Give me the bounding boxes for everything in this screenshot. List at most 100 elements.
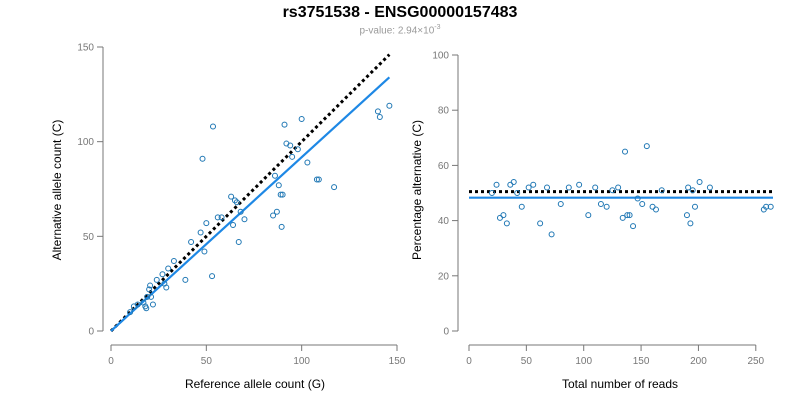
right-data-point [507,181,514,188]
left-data-point [146,286,153,293]
right-scatter-panel: 0 50 100 150 200 250 0 20 40 60 80 100 Total number… [410,51,774,391]
left-data-point [143,305,150,312]
left-data-point [386,102,393,109]
left-data-point [277,191,284,198]
left-data-point [289,153,296,160]
right-x-tick-label: 200 [690,356,707,367]
left-data-point [210,123,217,130]
left-data-point [170,257,177,264]
left-data-point [281,121,288,128]
right-y-tick-label: 0 [443,327,449,338]
left-data-point [149,301,156,308]
right-x-tick-label: 0 [466,356,472,367]
right-data-point [585,212,592,219]
left-data-point [233,199,240,206]
left-data-point [287,142,294,149]
right-data-point [592,184,599,191]
left-y-tick-label: 150 [77,43,94,54]
right-data-point [622,148,629,155]
left-points [127,102,393,316]
left-data-point [237,208,244,215]
left-data-point [331,184,338,191]
left-data-point [209,273,216,280]
left-data-point [201,248,208,255]
left-data-point [134,301,141,308]
left-data-point [163,284,170,291]
right-data-point [649,203,656,210]
left-data-point [235,239,242,246]
left-data-point [188,239,195,246]
right-data-point [696,178,703,185]
left-data-point [278,223,285,230]
right-data-point [687,220,694,227]
left-data-point [304,159,311,166]
right-data-point [496,214,503,221]
chart-subtitle: p-value: 2.94×10-3 [0,24,800,36]
right-data-point [767,203,774,210]
right-axes: 0 50 100 150 200 250 0 20 40 60 80 100 [432,51,764,368]
right-data-point [615,184,622,191]
right-y-tick-label: 20 [438,271,450,282]
left-data-point [294,146,301,153]
right-data-point [630,223,637,230]
left-x-tick-label: 150 [389,356,406,367]
right-y-tick-label: 60 [438,161,450,172]
right-data-point [603,203,610,210]
right-data-point [557,201,564,208]
right-y-tick-label: 100 [432,51,449,62]
right-data-point [503,220,510,227]
left-data-point [279,191,286,198]
chart-title: rs3751538 - ENSG00000157483 [282,4,518,21]
right-data-point [530,181,537,188]
left-y-tick-label: 50 [83,232,95,243]
right-x-tick-label: 100 [575,356,592,367]
left-data-point [271,172,278,179]
right-data-point [609,187,616,194]
right-y-tick-label: 40 [438,216,450,227]
left-data-point [182,276,189,283]
right-data-point [518,203,525,210]
right-data-point [544,184,551,191]
left-data-point [203,220,210,227]
right-data-point [500,212,507,219]
left-x-axis-label: Reference allele count (G) [185,377,325,391]
right-data-point [537,220,544,227]
right-data-point [619,214,626,221]
left-data-point [315,176,322,183]
left-data-point [127,309,134,316]
right-data-point [706,184,713,191]
right-data-point [683,212,690,219]
right-data-point [652,206,659,213]
left-reference-line [109,53,391,333]
left-data-point [197,229,204,236]
right-x-axis-label: Total number of reads [562,377,678,391]
right-data-point [510,178,517,185]
left-data-point [214,214,221,221]
left-lines [109,53,391,333]
right-data-point [548,231,555,238]
left-data-point [270,212,277,219]
left-x-tick-label: 100 [293,356,310,367]
right-data-point [685,184,692,191]
right-data-point [488,190,495,196]
right-data-point [565,184,572,191]
left-data-point [230,221,237,228]
pvalue-label: p-value: 2.94×10 [359,25,435,37]
left-data-point [313,176,320,183]
right-data-point [525,184,532,191]
left-y-tick-label: 0 [88,327,94,338]
left-data-point [275,182,282,189]
left-data-point [148,293,155,300]
left-data-point [228,193,235,200]
left-data-point [153,276,160,283]
left-data-point [199,155,206,162]
left-data-point [374,108,381,115]
right-data-point [576,181,583,188]
left-data-point [147,282,154,289]
left-axes: 0 50 100 150 0 50 100 150 [77,43,405,368]
right-data-point [689,187,696,194]
right-data-point [691,203,698,210]
right-y-axis-label: Percentage alternative (C) [410,120,424,260]
